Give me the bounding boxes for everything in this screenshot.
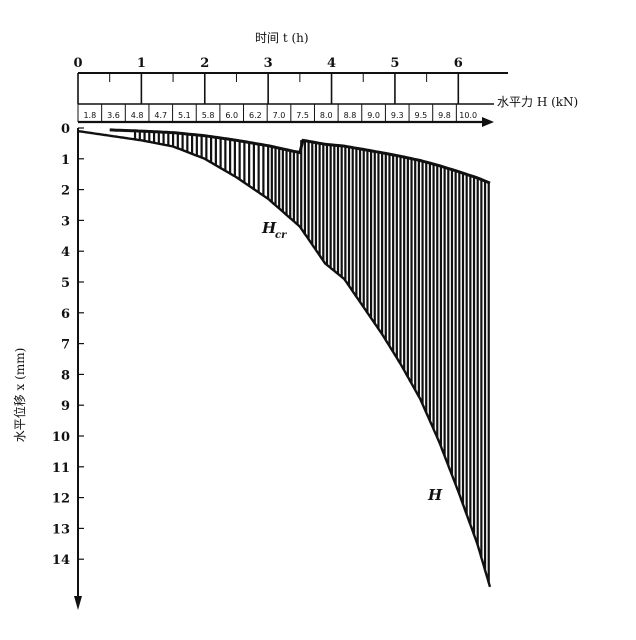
y-tick-label: 5 <box>61 276 70 291</box>
load-step-label: 5.8 <box>202 111 215 120</box>
residual-line <box>109 128 491 185</box>
time-tick-label: 6 <box>454 56 463 71</box>
annotation-hcr-subscript: cr <box>275 230 287 241</box>
time-axis: 时间 t (h) 0 1 2 3 4 5 6 <box>73 31 463 104</box>
time-axis-label: 时间 t (h) <box>255 31 309 45</box>
time-tick-label: 5 <box>390 56 399 71</box>
y-tick-label: 0 <box>61 122 70 137</box>
load-step-label: 7.5 <box>296 111 309 120</box>
annotation-h: H <box>427 486 443 504</box>
y-tick-label: 6 <box>61 307 70 322</box>
load-step-label: 1.8 <box>83 111 96 120</box>
y-tick-label: 2 <box>61 184 70 199</box>
y-tick-label: 13 <box>52 522 70 537</box>
displacement-envelope <box>77 129 492 588</box>
y-tick-label: 1 <box>61 153 70 168</box>
load-step-label: 9.3 <box>391 111 404 120</box>
y-tick-label: 11 <box>52 461 70 476</box>
y-axis-label: 水平位移 x (mm) <box>12 348 27 443</box>
y-axis-arrow <box>74 596 82 610</box>
load-step-band: 1.8 3.6 4.8 4.7 5.1 5.8 6.0 6.2 7.0 7.5 8.0 8.8 9.0 9… <box>77 95 578 122</box>
time-tick-label: 1 <box>137 56 146 71</box>
load-step-label: 9.0 <box>367 111 380 120</box>
time-tick-label: 2 <box>200 56 209 71</box>
load-axis-arrow <box>482 117 494 127</box>
load-step-label: 6.0 <box>225 111 238 120</box>
load-axis-label: 水平力 H (kN) <box>497 95 578 109</box>
y-tick-label: 10 <box>52 430 70 445</box>
y-tick-label: 4 <box>61 245 70 260</box>
time-tick-label: 3 <box>264 56 273 71</box>
y-tick-label: 14 <box>52 553 70 568</box>
y-tick-label: 9 <box>61 399 70 414</box>
y-tick-label: 3 <box>61 214 70 229</box>
load-step-label: 7.0 <box>273 111 286 120</box>
load-step-label: 9.8 <box>438 111 451 120</box>
load-step-label: 4.8 <box>131 111 144 120</box>
load-step-label: 6.2 <box>249 111 262 120</box>
time-tick-label: 4 <box>327 56 336 71</box>
load-step-label: 8.0 <box>320 111 333 120</box>
load-step-label: 10.0 <box>459 111 477 120</box>
load-step-label: 9.5 <box>415 111 428 120</box>
y-tick-label: 7 <box>61 338 70 353</box>
load-step-label: 3.6 <box>107 111 120 120</box>
annotation-hcr: H <box>261 219 277 237</box>
displacement-curve <box>77 128 492 588</box>
load-step-label: 5.1 <box>178 111 191 120</box>
load-step-label: 8.8 <box>344 111 357 120</box>
time-tick-label: 0 <box>73 56 82 71</box>
y-tick-label: 12 <box>52 492 70 507</box>
chart-frame <box>74 72 508 610</box>
y-tick-label: 8 <box>61 368 70 383</box>
load-step-label: 4.7 <box>154 111 167 120</box>
